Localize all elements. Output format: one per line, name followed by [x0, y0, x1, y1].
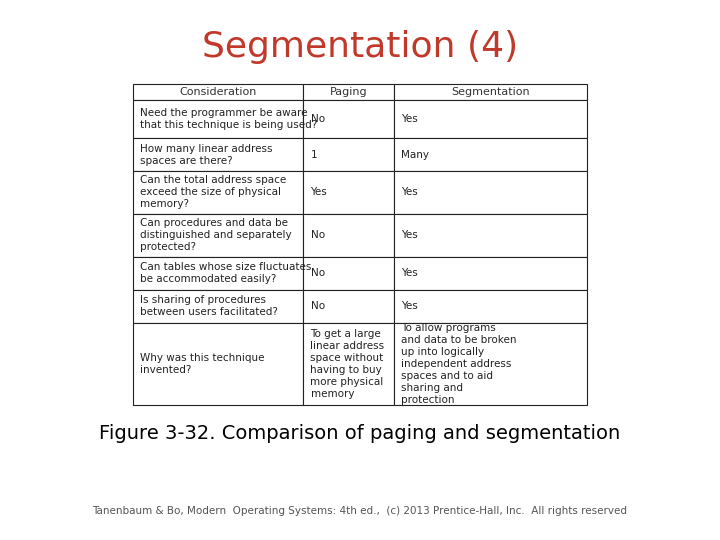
- Bar: [394, 171, 587, 214]
- Bar: [394, 100, 587, 138]
- Text: Figure 3-32. Comparison of paging and segmentation: Figure 3-32. Comparison of paging and se…: [99, 424, 621, 443]
- Bar: [394, 322, 587, 405]
- Text: Yes: Yes: [310, 187, 328, 198]
- Bar: [394, 84, 587, 100]
- Text: Yes: Yes: [401, 114, 418, 124]
- Bar: [133, 138, 303, 171]
- Bar: [303, 256, 394, 289]
- Bar: [303, 100, 394, 138]
- Bar: [303, 138, 394, 171]
- Bar: [133, 256, 303, 289]
- Text: Can tables whose size fluctuates
be accommodated easily?: Can tables whose size fluctuates be acco…: [140, 262, 312, 284]
- Bar: [133, 171, 303, 214]
- Bar: [303, 322, 394, 405]
- Bar: [303, 214, 394, 256]
- Bar: [303, 171, 394, 214]
- Text: 1: 1: [310, 150, 317, 159]
- Bar: [303, 289, 394, 322]
- Text: No: No: [310, 268, 325, 278]
- Text: Can procedures and data be
distinguished and separately
protected?: Can procedures and data be distinguished…: [140, 218, 292, 252]
- Text: Can the total address space
exceed the size of physical
memory?: Can the total address space exceed the s…: [140, 176, 287, 210]
- Bar: [394, 289, 587, 322]
- Text: Consideration: Consideration: [179, 87, 257, 97]
- Text: How many linear address
spaces are there?: How many linear address spaces are there…: [140, 144, 273, 166]
- Bar: [133, 84, 303, 100]
- Bar: [394, 214, 587, 256]
- Bar: [133, 289, 303, 322]
- Text: Why was this technique
invented?: Why was this technique invented?: [140, 353, 265, 375]
- Text: No: No: [310, 114, 325, 124]
- Text: Many: Many: [401, 150, 429, 159]
- Text: Is sharing of procedures
between users facilitated?: Is sharing of procedures between users f…: [140, 295, 278, 317]
- Text: Need the programmer be aware
that this technique is being used?: Need the programmer be aware that this t…: [140, 108, 318, 130]
- Bar: [133, 100, 303, 138]
- Text: Yes: Yes: [401, 230, 418, 240]
- Bar: [133, 214, 303, 256]
- Text: Yes: Yes: [401, 301, 418, 311]
- Text: Tanenbaum & Bo, Modern  Operating Systems: 4th ed.,  (c) 2013 Prentice-Hall, Inc: Tanenbaum & Bo, Modern Operating Systems…: [92, 505, 628, 516]
- Text: Yes: Yes: [401, 187, 418, 198]
- Bar: [394, 256, 587, 289]
- Text: Paging: Paging: [330, 87, 367, 97]
- Text: Segmentation (4): Segmentation (4): [202, 30, 518, 64]
- Text: To allow programs
and data to be broken
up into logically
independent address
sp: To allow programs and data to be broken …: [401, 323, 517, 405]
- Text: Segmentation: Segmentation: [451, 87, 530, 97]
- Text: Yes: Yes: [401, 268, 418, 278]
- Text: No: No: [310, 301, 325, 311]
- Bar: [303, 84, 394, 100]
- Text: No: No: [310, 230, 325, 240]
- Bar: [394, 138, 587, 171]
- Text: To get a large
linear address
space without
having to buy
more physical
memory: To get a large linear address space with…: [310, 329, 384, 399]
- Bar: [133, 322, 303, 405]
